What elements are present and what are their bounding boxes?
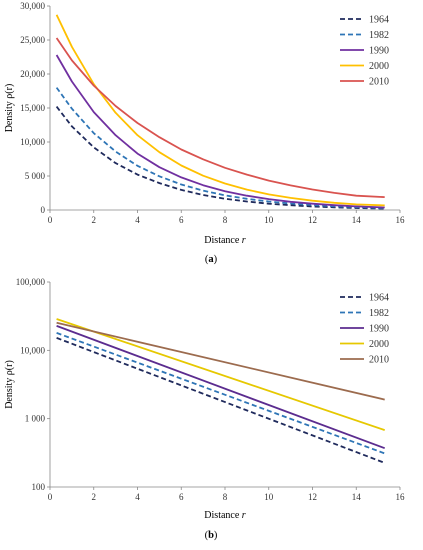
series-line-1982 [56, 332, 386, 455]
y-axis-title: Density ρ(r) [4, 84, 15, 133]
x-tick-label: 4 [135, 215, 140, 225]
panel-caption-letter: a [208, 254, 214, 265]
panel-caption: (a) [205, 254, 218, 265]
x-tick-label: 12 [308, 492, 317, 502]
legend-label-1990: 1990 [369, 324, 389, 335]
x-tick-label: 14 [352, 215, 362, 225]
x-tick-label: 8 [223, 215, 228, 225]
series-line-1990 [56, 325, 386, 450]
x-tick-label: 2 [92, 215, 97, 225]
legend-label-2010: 2010 [369, 77, 389, 88]
legend-label-2000: 2000 [369, 339, 389, 350]
x-axis-title: Distance r [204, 235, 246, 246]
x-tick-label: 6 [179, 492, 184, 502]
x-tick-label: 10 [264, 215, 274, 225]
legend-label-1990: 1990 [369, 46, 389, 57]
x-tick-label: 12 [308, 215, 317, 225]
x-axis-title-text: Distance [204, 510, 242, 521]
legend-label-1964: 1964 [369, 293, 389, 304]
legend-label-1982: 1982 [369, 30, 389, 41]
x-tick-label: 0 [48, 492, 53, 502]
chart-panel-a: 0 2 4 6 8 10 12 14 16 0 5 000 10,000 15,000 20,000 25,… [4, 1, 405, 265]
y-tick-label: 20,000 [20, 69, 45, 79]
x-tick-label: 14 [352, 492, 362, 502]
x-axis-title-var: r [242, 510, 246, 521]
y-tick-label: 100 [32, 482, 46, 492]
panel-caption: (b) [205, 530, 218, 541]
series-line-2000 [55, 14, 385, 207]
legend-label-2000: 2000 [369, 61, 389, 72]
legend-label-1982: 1982 [369, 308, 389, 319]
series-line-1964 [56, 337, 386, 464]
series-line-1982 [55, 87, 385, 209]
legend-label-2010: 2010 [369, 355, 389, 366]
x-axis-title: Distance r [204, 510, 246, 521]
x-tick-label: 10 [264, 492, 274, 502]
series-line-1990 [55, 54, 385, 209]
y-tick-label: 10,000 [20, 137, 45, 147]
x-tick-label: 2 [92, 492, 97, 502]
y-tick-label: 30,000 [20, 1, 45, 11]
chart-panel-b: 0 2 4 6 8 10 12 14 16 100 1 000 10,000 100,000 Densit… [4, 277, 405, 541]
legend-label-1964: 1964 [369, 15, 389, 26]
series-line-2010 [56, 321, 385, 401]
x-tick-label: 8 [223, 492, 228, 502]
y-tick-label: 5 000 [25, 171, 46, 181]
y-tick-label: 0 [41, 205, 46, 215]
y-axis-title: Density ρ(r) [4, 360, 15, 409]
series-line-2000 [56, 318, 385, 431]
y-tick-label: 10,000 [20, 345, 45, 355]
x-tick-label: 6 [179, 215, 184, 225]
series-line-1964 [55, 106, 385, 210]
y-tick-label: 15,000 [20, 103, 45, 113]
x-tick-label: 4 [135, 492, 140, 502]
x-axis-title-text: Distance [204, 235, 242, 246]
x-axis-title-var: r [242, 235, 246, 246]
series-line-2010 [55, 37, 385, 198]
y-tick-label: 25,000 [20, 35, 45, 45]
x-tick-label: 0 [48, 215, 53, 225]
x-tick-label: 16 [396, 492, 406, 502]
panel-caption-letter: b [208, 530, 214, 541]
x-tick-label: 16 [396, 215, 406, 225]
y-tick-label: 100,000 [16, 277, 46, 287]
y-tick-label: 1 000 [25, 414, 46, 424]
